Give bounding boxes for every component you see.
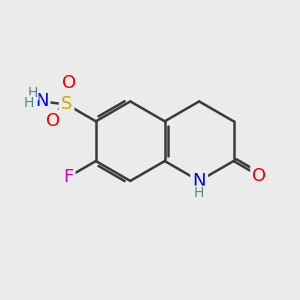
Text: N: N [192,172,206,190]
Text: H: H [24,96,34,110]
Text: O: O [46,112,60,130]
Text: N: N [35,92,48,110]
Text: O: O [252,167,266,185]
Text: H: H [28,85,38,100]
Text: O: O [62,74,76,92]
Text: F: F [63,168,74,186]
Text: S: S [61,95,72,113]
Text: H: H [194,186,204,200]
